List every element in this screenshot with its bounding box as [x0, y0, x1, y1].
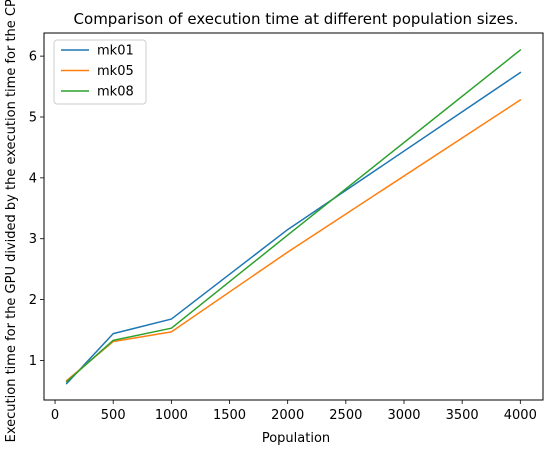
y-tick-label: 5	[29, 110, 37, 125]
x-tick-label: 2500	[329, 408, 362, 423]
y-tick-label: 1	[29, 354, 37, 369]
legend-label-mk08: mk08	[97, 85, 134, 100]
x-tick-label: 4000	[504, 408, 537, 423]
legend: mk01 mk05 mk08	[53, 39, 147, 105]
y-tick-label: 4	[29, 171, 37, 186]
x-tick-label: 1500	[213, 408, 246, 423]
y-tick-label: 2	[29, 293, 37, 308]
series-line-mk05	[65, 98, 522, 382]
x-axis-ticks: 0 500 1000 1500 2000 2500 3000 3500 4000	[51, 400, 537, 423]
y-tick-label: 6	[29, 50, 37, 65]
x-tick-label: 3500	[446, 408, 479, 423]
chart-title: Comparison of execution time at differen…	[74, 10, 519, 28]
y-axis-ticks: 1 2 3 4 5 6	[29, 50, 44, 369]
x-axis-label: Population	[262, 431, 330, 446]
x-tick-label: 0	[51, 408, 59, 423]
plot-frame	[43, 32, 544, 401]
x-tick-label: 1000	[155, 408, 188, 423]
x-tick-label: 3000	[387, 408, 420, 423]
legend-label-mk01: mk01	[97, 44, 134, 59]
series-layer	[65, 48, 522, 385]
x-tick-label: 2000	[271, 408, 304, 423]
x-tick-label: 500	[101, 408, 126, 423]
legend-label-mk05: mk05	[97, 64, 134, 79]
series-line-mk01	[65, 71, 522, 385]
legend-box	[53, 39, 147, 105]
y-tick-label: 3	[29, 232, 37, 247]
series-line-mk08	[65, 48, 522, 383]
y-axis-label: Execution time for the GPU divided by th…	[4, 0, 19, 442]
